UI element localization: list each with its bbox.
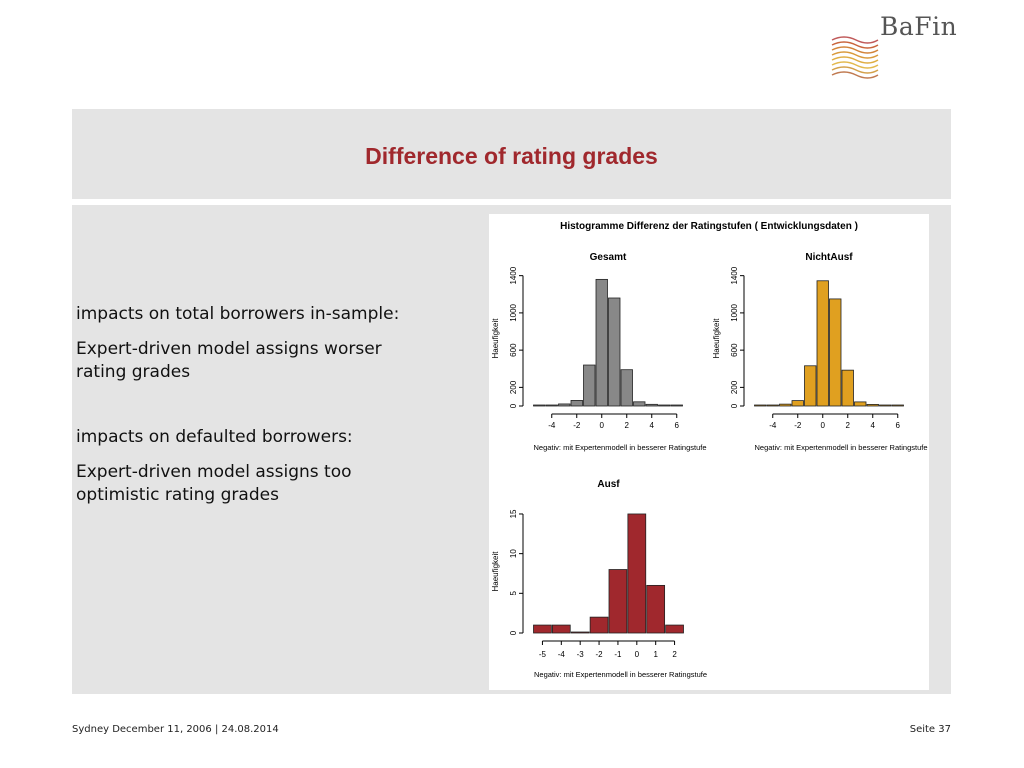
chart-nichtausf-bar [791,400,804,407]
chart-ausf-bar [570,631,590,634]
chart-ausf-xlabel: Negativ: mit Expertenmodell in besserer … [534,670,707,679]
footer-left: Sydney December 11, 2006 | 24.08.2014 [72,724,279,735]
chart-gesamt-xtick-label: -4 [548,421,556,430]
chart-ausf-xtick-label: -3 [577,650,585,659]
chart-ausf-xtick-label: -4 [558,650,566,659]
chart-gesamt-ylabel: Haeufigkeit [491,318,500,359]
chart-nichtausf-xtick-label: -4 [769,421,777,430]
chart-nichtausf-ytick-label: 600 [730,343,739,357]
chart-gesamt-ytick-label: 200 [509,380,518,394]
chart-nichtausf-xtick-label: 0 [821,421,826,430]
chart-nichtausf-ytick-label: 0 [730,403,739,408]
chart-gesamt-xtick-label: 2 [625,421,630,430]
chart-gesamt-bar [645,403,658,407]
chart-nichtausf-bar [754,404,767,407]
chart-nichtausf-xlabel: Negativ: mit Expertenmodell in besserer … [755,443,928,452]
chart-ausf-bar [646,584,666,634]
chart-gesamt-bar [570,400,583,407]
chart-ausf-ytick-label: 10 [509,549,518,558]
chart-ausf-xtick-label: -1 [614,650,622,659]
chart-ausf-bar [665,624,684,634]
chart-nichtausf-bar [866,404,879,407]
chart-gesamt-bar [670,404,683,407]
chart-gesamt-bar [558,403,571,407]
chart-gesamt-bar [545,404,558,407]
chart-ausf-xtick-label: 2 [672,650,677,659]
slide-title: Difference of rating grades [365,143,658,169]
chart-gesamt-bar [658,404,671,407]
chart-nichtausf-bar [841,369,854,407]
chart-ausf-bar [608,569,628,634]
chart-ausf-ytick-label: 15 [509,509,518,518]
chart-gesamt-ytick-label: 600 [509,343,518,357]
bullet-defaulted-detail: Expert-driven model assigns too optimist… [76,462,352,505]
chart-nichtausf-bar [816,280,829,407]
chart-ausf-ylabel: Haeufigkeit [491,551,500,592]
chart-gesamt-bar [608,297,621,407]
footer-right: Seite 37 [909,724,951,735]
chart-gesamt-xtick-label: -2 [573,421,581,430]
chart-nichtausf-xtick-label: 4 [871,421,876,430]
chart-nichtausf-ytick-label: 1000 [730,303,739,321]
title-band: Difference of rating grades [72,109,951,199]
chart-nichtausf-bar [854,401,867,407]
chart-gesamt-bar [595,278,608,407]
chart-ausf-ytick-label: 5 [509,591,518,596]
chart-gesamt-xtick-label: 0 [600,421,605,430]
bullet-total-detail: Expert-driven model assigns worser ratin… [76,339,382,382]
chart-gesamt-xlabel: Negativ: mit Expertenmodell in besserer … [534,443,707,452]
bullet-defaulted-heading: impacts on defaulted borrowers: [76,427,353,447]
chart-nichtausf-ytick-label: 1400 [730,266,739,284]
chart-gesamt-bar [633,401,646,407]
chart-nichtausf-xtick-label: 2 [846,421,851,430]
chart-ausf-xtick-label: 1 [653,650,658,659]
bullet-total-heading: impacts on total borrowers in-sample: [76,304,400,324]
separator [72,199,951,205]
chart-gesamt-bar [533,404,546,407]
bafin-logo: BaFin [828,12,958,84]
chart-gesamt-xtick-label: 6 [675,421,680,430]
chart-nichtausf-title: NichtAusf [805,252,853,263]
chart-ausf-xtick-label: 0 [635,650,640,659]
chart-gesamt-bar [583,364,596,407]
logo-waves-icon [831,36,879,79]
chart-nichtausf-xtick-label: -2 [794,421,802,430]
chart-nichtausf-xtick-label: 6 [896,421,901,430]
chart-nichtausf-ylabel: Haeufigkeit [712,318,721,359]
logo-text: BaFin [880,12,958,41]
chart-ausf-bar [627,513,647,634]
chart-nichtausf-bar [766,404,779,407]
chart-ausf-title: Ausf [597,479,620,490]
chart-nichtausf-bar [779,403,792,407]
chart-ausf-xtick-label: -2 [596,650,604,659]
chart-gesamt-ytick-label: 1400 [509,266,518,284]
chart-gesamt-title: Gesamt [590,252,627,263]
chart-ausf-bar [533,624,552,634]
bullet-text: impacts on total borrowers in-sample: Ex… [76,303,406,519]
chart-gesamt-ytick-label: 0 [509,403,518,408]
chart-nichtausf-bar [829,298,842,407]
chart-ausf-ytick-label: 0 [509,630,518,635]
chart-gesamt-xtick-label: 4 [650,421,655,430]
chart-nichtausf-ytick-label: 200 [730,380,739,394]
chart-ausf-bar [589,616,609,634]
chart-nichtausf-bar [879,404,892,407]
histogram-svg: Histogramme Differenz der Ratingstufen (… [491,221,928,679]
chart-ausf-xtick-label: -5 [539,650,547,659]
chart-gesamt-bar [620,369,633,407]
figure-title: Histogramme Differenz der Ratingstufen (… [560,221,858,232]
histogram-figure: Histogramme Differenz der Ratingstufen (… [489,214,929,690]
chart-nichtausf-bar [891,404,904,407]
chart-gesamt-ytick-label: 1000 [509,303,518,321]
chart-nichtausf-bar [804,365,817,407]
chart-ausf-bar [551,624,571,634]
